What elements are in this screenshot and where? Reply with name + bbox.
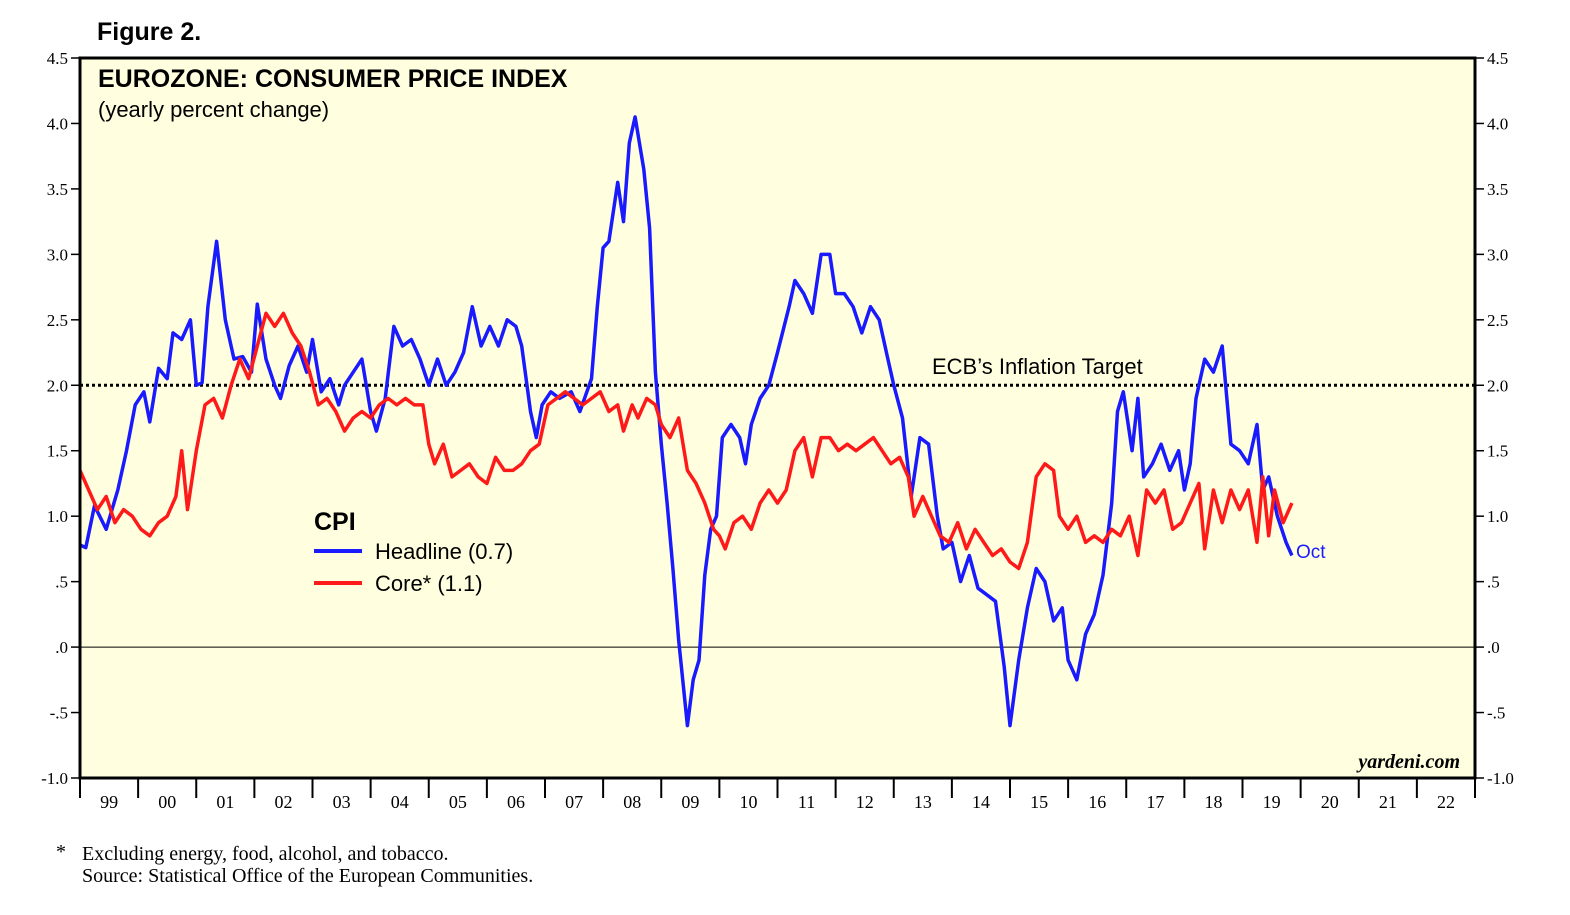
y-tick-label-right: -1.0 xyxy=(1487,769,1514,788)
y-tick-label-left: 2.5 xyxy=(47,311,68,330)
source-watermark: yardeni.com xyxy=(1356,751,1460,773)
plot-background xyxy=(80,58,1475,778)
y-tick-label-left: 3.0 xyxy=(47,245,68,264)
y-tick-label-right: 3.5 xyxy=(1487,180,1508,199)
x-tick-label: 10 xyxy=(739,792,757,812)
x-tick-label: 18 xyxy=(1204,792,1222,812)
series-layer xyxy=(78,115,1294,728)
y-tick-label-left: 2.0 xyxy=(47,376,68,395)
x-tick-label: 20 xyxy=(1321,792,1339,812)
x-tick-label: 13 xyxy=(914,792,932,812)
x-tick-label: 11 xyxy=(798,792,815,812)
x-tick-label: 03 xyxy=(333,792,351,812)
x-tick-label: 15 xyxy=(1030,792,1048,812)
x-tick-label: 06 xyxy=(507,792,525,812)
y-tick-label-right: -.5 xyxy=(1487,704,1505,723)
x-tick-label: 02 xyxy=(274,792,292,812)
y-tick-label-left: 4.5 xyxy=(47,49,68,68)
footnote-source: Source: Statistical Office of the Europe… xyxy=(82,865,533,887)
end-label-oct: Oct xyxy=(1296,542,1326,563)
figure-label: Figure 2. xyxy=(97,18,201,46)
y-tick-label-right: 2.5 xyxy=(1487,311,1508,330)
y-tick-label-right: 2.0 xyxy=(1487,376,1508,395)
x-tick-label: 04 xyxy=(391,792,409,812)
inflation-target-label: ECB’s Inflation Target xyxy=(932,354,1143,379)
x-tick-label: 16 xyxy=(1088,792,1106,812)
legend-label-core: Core* (1.1) xyxy=(375,571,483,596)
y-tick-label-left: -.5 xyxy=(50,704,68,723)
x-tick-label: 08 xyxy=(623,792,641,812)
y-tick-label-left: 3.5 xyxy=(47,180,68,199)
y-tick-label-left: .5 xyxy=(55,573,68,592)
y-tick-label-left: 1.5 xyxy=(47,442,68,461)
legend-title: CPI xyxy=(314,508,356,536)
y-tick-label-left: 1.0 xyxy=(47,507,68,526)
y-tick-label-right: 4.0 xyxy=(1487,114,1508,133)
chart-subtitle: (yearly percent change) xyxy=(98,97,329,122)
footnote-exclusions: Excluding energy, food, alcohol, and tob… xyxy=(82,843,449,865)
series-line-core xyxy=(78,311,1294,571)
legend-label-headline: Headline (0.7) xyxy=(375,539,513,564)
x-tick-label: 07 xyxy=(565,792,583,812)
y-axis-left: 4.5 4.0 3.5 3.0 2.5 2.0 1.5 1.0 .5 .0 -.5 -1.0 xyxy=(41,49,80,788)
y-tick-label-right: .5 xyxy=(1487,573,1500,592)
footnote-asterisk: * xyxy=(56,841,66,863)
x-axis: 99 00 01 02 03 04 05 06 07 08 09 10 11 12 13 14 15 16 17 18… xyxy=(79,778,1476,812)
legend: CPI Headline (0.7) Core* (1.1) xyxy=(314,508,513,596)
y-tick-label-left: 4.0 xyxy=(47,114,68,133)
y-tick-label-right: 1.0 xyxy=(1487,507,1508,526)
y-tick-label-right: 3.0 xyxy=(1487,245,1508,264)
x-tick-label: 01 xyxy=(216,792,234,812)
x-tick-label: 21 xyxy=(1379,792,1397,812)
series-line-headline xyxy=(79,115,1294,728)
y-tick-label-left: -1.0 xyxy=(41,769,68,788)
x-tick-label: 19 xyxy=(1263,792,1281,812)
y-tick-label-right: .0 xyxy=(1487,638,1500,657)
x-tick-label: 00 xyxy=(158,792,176,812)
x-tick-label: 99 xyxy=(100,792,118,812)
chart-title: EUROZONE: CONSUMER PRICE INDEX xyxy=(98,65,568,93)
x-tick-label: 12 xyxy=(856,792,874,812)
reference-lines xyxy=(80,383,1475,648)
y-tick-label-right: 1.5 xyxy=(1487,442,1508,461)
y-tick-label-right: 4.5 xyxy=(1487,49,1508,68)
y-axis-right: 4.5 4.0 3.5 3.0 2.5 2.0 1.5 1.0 .5 .0 -.5 -1.0 xyxy=(1475,49,1514,788)
x-tick-label: 22 xyxy=(1437,792,1455,812)
y-tick-label-left: .0 xyxy=(55,638,68,657)
x-tick-label: 09 xyxy=(681,792,699,812)
x-tick-label: 14 xyxy=(972,792,990,812)
x-tick-label: 05 xyxy=(449,792,467,812)
x-tick-label: 17 xyxy=(1146,792,1164,812)
